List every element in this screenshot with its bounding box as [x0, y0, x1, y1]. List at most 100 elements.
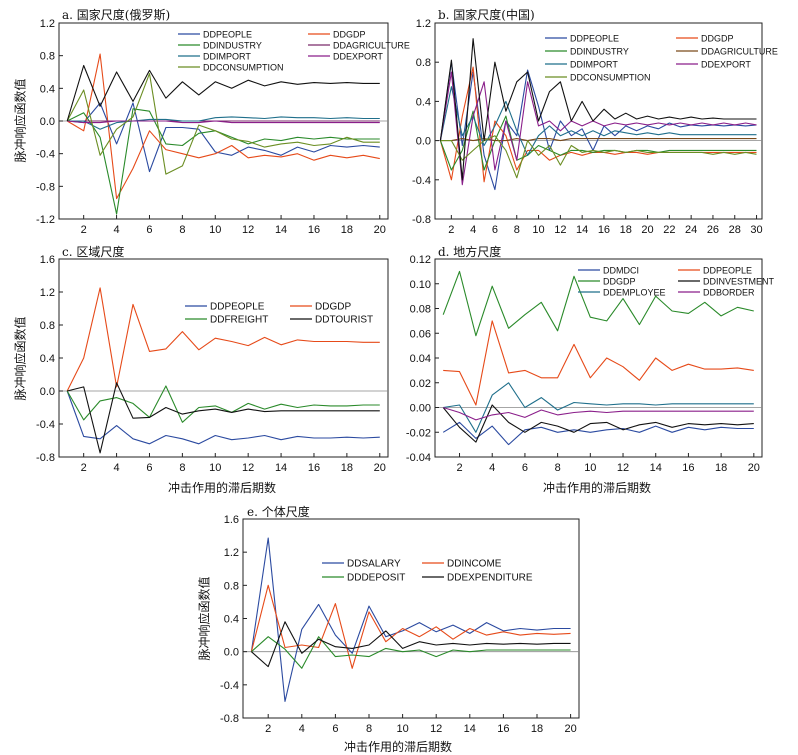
x-tick-label: 10: [396, 723, 408, 735]
legend-label: DDEXPORT: [333, 52, 383, 62]
legend-label: DDPEOPLE: [570, 34, 619, 44]
x-tick-label: 28: [729, 224, 741, 236]
x-tick-label: 12: [430, 723, 442, 735]
x-tick-label: 6: [492, 224, 498, 236]
legend-label: DDGDP: [603, 277, 636, 287]
y-tick-label: 1.6: [224, 514, 239, 526]
x-tick-label: 10: [209, 462, 221, 474]
series-line: [251, 621, 571, 668]
series-line: [439, 86, 757, 156]
x-tick-label: 8: [366, 723, 372, 735]
y-tick-label: -0.4: [220, 680, 239, 692]
x-tick-label: 8: [179, 224, 185, 236]
panel-title-b: b. 国家尺度(中国): [438, 8, 535, 22]
x-tick-label: 6: [146, 224, 152, 236]
y-tick-label: 0.8: [40, 51, 55, 63]
x-tick-label: 10: [532, 224, 544, 236]
y-tick-label: 1.2: [40, 287, 55, 299]
legend-label: DDMDCI: [603, 266, 639, 276]
x-tick-label: 18: [341, 462, 353, 474]
y-tick-label: 0.0: [40, 116, 55, 128]
x-tick-label: 2: [448, 224, 454, 236]
y-tick-label: 0.4: [224, 614, 239, 626]
series-line: [443, 320, 754, 406]
y-tick-label: -0.02: [406, 427, 431, 439]
series-line: [443, 406, 754, 421]
x-tick-label: 30: [750, 224, 762, 236]
x-tick-label: 2: [81, 224, 87, 236]
x-tick-label: 18: [341, 224, 353, 236]
y-tick-label: -1.2: [36, 214, 55, 226]
x-tick-label: 16: [598, 224, 610, 236]
x-tick-label: 24: [685, 224, 697, 236]
series-line: [66, 390, 380, 445]
series-line: [66, 385, 380, 423]
legend-label: DDGDP: [701, 34, 734, 44]
series-line: [67, 120, 380, 124]
x-tick-label: 16: [682, 462, 694, 474]
x-tick-label: 16: [308, 462, 320, 474]
y-tick-label: -0.4: [412, 175, 431, 187]
x-tick-label: 14: [275, 224, 287, 236]
legend-label: DDPEOPLE: [203, 30, 252, 40]
x-tick-label: 6: [332, 723, 338, 735]
legend-label: DDBORDER: [703, 288, 755, 298]
x-tick-label: 20: [374, 224, 386, 236]
legend-label: DDEXPORT: [701, 60, 751, 70]
y-tick-label: -0.4: [36, 149, 55, 161]
x-tick-label: 20: [374, 462, 386, 474]
y-tick-label: 0.0: [416, 136, 431, 148]
y-tick-label: 0.4: [40, 353, 55, 365]
y-tick-label: -0.8: [220, 713, 239, 725]
y-tick-label: 1.6: [40, 254, 55, 266]
y-tick-label: 0.02: [410, 378, 431, 390]
x-tick-label: 16: [308, 224, 320, 236]
x-tick-label: 10: [584, 462, 596, 474]
x-tick-label: 22: [663, 224, 675, 236]
x-tick-label: 14: [464, 723, 476, 735]
x-tick-label: 8: [179, 462, 185, 474]
series-line: [442, 270, 754, 337]
legend-label: DDEXPENDITURE: [447, 573, 533, 584]
panel-title-e: e. 个体尺度: [247, 505, 310, 519]
legend-label: DDINDUSTRY: [570, 47, 629, 57]
legend-label: DDCONSUMPTION: [203, 63, 284, 73]
x-tick-label: 12: [617, 462, 629, 474]
x-tick-label: 18: [715, 462, 727, 474]
legend-label: DDFREIGHT: [210, 315, 268, 326]
series-line: [442, 421, 754, 446]
x-tick-label: 14: [576, 224, 588, 236]
x-tick-label: 4: [299, 723, 305, 735]
legend-label: DDDEPOSIT: [347, 573, 405, 584]
x-tick-label: 16: [497, 723, 509, 735]
x-tick-label: 4: [114, 224, 120, 236]
x-axis-label-e: 冲击作用的滞后期数: [343, 740, 453, 754]
y-tick-label: 1.2: [416, 18, 431, 30]
y-tick-label: 0.00: [410, 403, 431, 415]
series-line: [440, 138, 757, 142]
x-tick-label: 6: [146, 462, 152, 474]
x-tick-label: 14: [275, 462, 287, 474]
y-tick-label: 0.10: [410, 279, 431, 291]
y-tick-label: 0.4: [416, 96, 431, 108]
legend-label: DDCONSUMPTION: [570, 73, 651, 83]
x-tick-label: 14: [650, 462, 662, 474]
x-tick-label: 4: [114, 462, 120, 474]
legend-label: DDIMPORT: [570, 60, 618, 70]
legend-label: DDAGRICULTURE: [701, 47, 778, 57]
series-line: [67, 102, 380, 173]
series-line: [250, 584, 571, 669]
legend-label: DDPEOPLE: [703, 266, 752, 276]
legend-label: DDPEOPLE: [210, 302, 265, 313]
y-tick-label: 1.2: [224, 547, 239, 559]
series-line: [443, 382, 754, 433]
series-line: [251, 636, 571, 669]
panel-title-d: d. 地方尺度: [438, 245, 502, 259]
y-tick-label: -0.8: [412, 214, 431, 226]
x-tick-label: 12: [242, 462, 254, 474]
legend-label: DDSALARY: [347, 559, 401, 570]
